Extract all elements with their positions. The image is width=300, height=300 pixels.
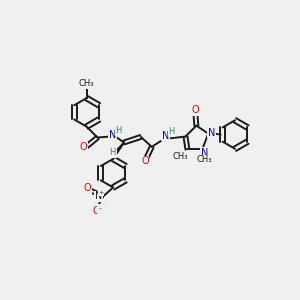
Text: CH₃: CH₃ xyxy=(79,79,94,88)
Text: N: N xyxy=(109,130,116,140)
Text: N: N xyxy=(95,191,103,201)
Text: O: O xyxy=(92,206,100,216)
Text: +: + xyxy=(99,190,104,195)
Text: N: N xyxy=(201,148,208,158)
Text: H: H xyxy=(110,148,116,158)
Text: O: O xyxy=(80,142,87,152)
Text: O: O xyxy=(141,157,149,166)
Text: ⁻: ⁻ xyxy=(98,205,102,214)
Text: H: H xyxy=(168,127,175,136)
Text: O: O xyxy=(192,105,199,116)
Text: N: N xyxy=(162,130,169,140)
Text: N: N xyxy=(208,128,215,138)
Text: CH₃: CH₃ xyxy=(173,152,188,161)
Text: H: H xyxy=(116,127,122,136)
Text: O: O xyxy=(84,183,91,194)
Text: CH₃: CH₃ xyxy=(197,155,212,164)
